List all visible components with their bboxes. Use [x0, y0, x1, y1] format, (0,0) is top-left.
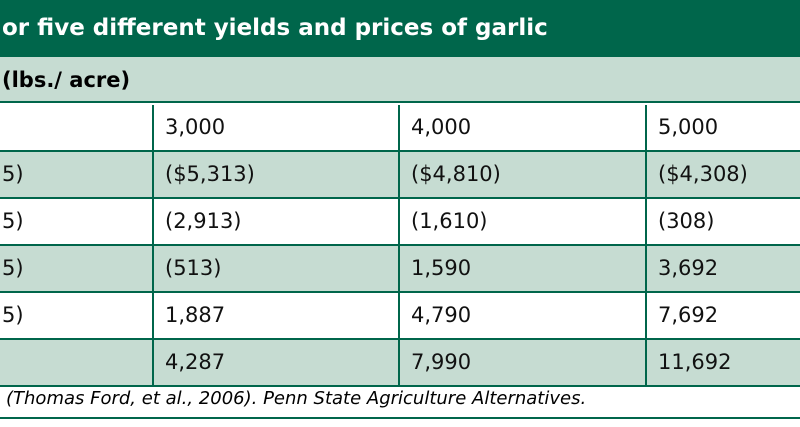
- column-divider: [152, 105, 154, 387]
- table-row: [0, 340, 800, 387]
- table-row: [0, 293, 800, 340]
- table-title: or five different yields and prices of g…: [0, 0, 800, 57]
- source-note: (Thomas Ford, et al., 2006). Penn State …: [6, 388, 587, 409]
- table-row: [0, 105, 800, 152]
- table-cell: (2,913): [165, 209, 242, 233]
- column-divider: [645, 105, 647, 387]
- row-label: 5): [2, 162, 24, 186]
- table-cell: 4,790: [411, 303, 472, 327]
- table-cell: 3,000: [165, 115, 226, 139]
- table-cell: ($4,810): [411, 162, 501, 186]
- table-cell: 7,692: [658, 303, 719, 327]
- table-cell: ($5,313): [165, 162, 255, 186]
- table-row: [0, 199, 800, 246]
- table-cell: 4,287: [165, 350, 226, 374]
- table-cell: 5,000: [658, 115, 719, 139]
- table-cell: 1,590: [411, 256, 472, 280]
- column-divider: [398, 105, 400, 387]
- row-label: 5): [2, 209, 24, 233]
- row-label: 5): [2, 256, 24, 280]
- table-cell: (1,610): [411, 209, 488, 233]
- table-cell: 3,692: [658, 256, 719, 280]
- table-cell: ($4,308): [658, 162, 748, 186]
- table-subheader: (lbs./ acre): [0, 57, 800, 103]
- table-row: [0, 246, 800, 293]
- table-cell: (308): [658, 209, 715, 233]
- table-row: [0, 152, 800, 199]
- table-cell: 1,887: [165, 303, 226, 327]
- table-cell: 11,692: [658, 350, 732, 374]
- bottom-rule: [0, 417, 800, 419]
- row-label: 5): [2, 303, 24, 327]
- table-cell: (513): [165, 256, 222, 280]
- table-cell: 4,000: [411, 115, 472, 139]
- table-cell: 7,990: [411, 350, 472, 374]
